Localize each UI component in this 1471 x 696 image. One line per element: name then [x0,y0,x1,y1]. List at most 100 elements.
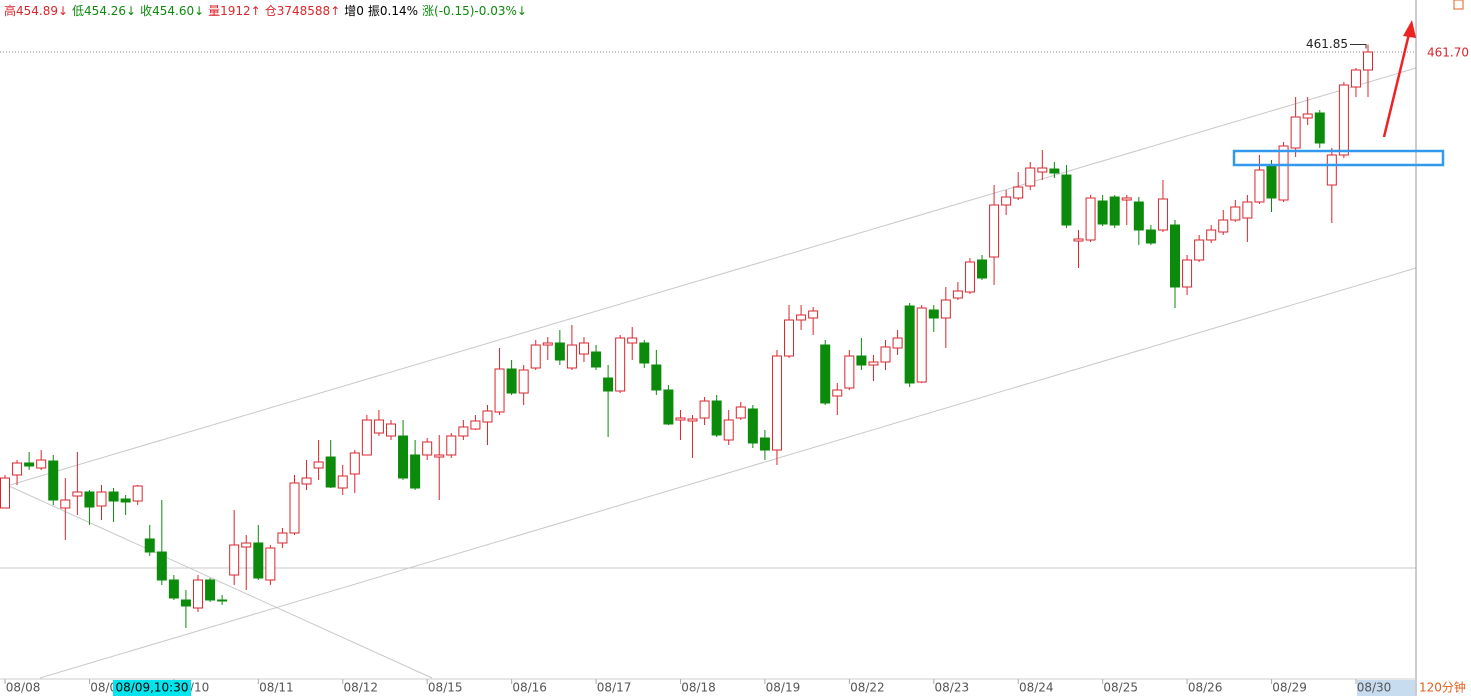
candle-body [144,538,155,553]
candle-body [1170,224,1181,288]
candle-body [832,389,843,397]
candle-body [1314,112,1325,144]
candle-body [1121,197,1132,201]
quote-field: 振0.14% [367,4,419,18]
candle-body [506,368,517,394]
cursor-label: 08/09,10:30 [116,681,189,695]
candle-body [1363,51,1373,71]
channel-lower-line [39,267,1417,679]
candle-body [337,475,348,489]
candle-body [1266,164,1277,199]
candle-body [108,491,119,502]
x-tick-label: 08/19 [766,681,801,695]
x-tick-label: 08/23 [935,681,970,695]
candle-body [361,419,372,456]
candle-body [916,307,927,383]
candle-body [1049,168,1060,174]
candle-body [542,342,553,346]
x-tick-label: 08/12 [343,681,378,695]
quote-field: 涨(-0.15)-0.03%↓ [422,4,527,18]
candle-body [808,310,819,319]
quote-field: 低454.26↓ [72,4,137,18]
x-tick-label: 08/30 [1357,681,1392,695]
candle-body [229,544,240,576]
candle-body [398,435,409,479]
quote-field: 增0 [344,4,364,18]
candle-body [241,542,252,548]
candle-body [1230,206,1241,221]
candle-body [72,491,83,497]
candle-body [771,355,782,451]
candle-body [1085,197,1096,241]
candle-body [964,261,975,293]
candle-body [96,491,107,507]
cursor-label-bg [113,680,191,696]
candle-body [904,305,915,384]
candle-body [1013,186,1024,199]
annotation-layer: 461.85 08/09,10:30 120分钟 [113,20,1466,696]
x-tick-label: 08/18 [681,681,716,695]
candle-body [639,342,650,364]
quote-field: 收454.60↓ [140,4,205,18]
candle-body [84,491,95,508]
candle-body [880,346,891,363]
candle-body [301,477,312,485]
candle-body [1206,229,1217,241]
candle-body [1194,239,1205,261]
candle-body [217,599,228,602]
candle-body [1290,116,1301,149]
candle-body [434,454,445,458]
candle-body [651,364,662,391]
x-tick-label: 08/11 [259,681,294,695]
x-tick-label: 08/15 [428,681,463,695]
candle-body [952,290,963,299]
quote-field: 高454.89↓ [4,4,69,18]
candle-body [1326,154,1337,186]
x-tick-label: 08/29 [1272,681,1307,695]
window-icon[interactable] [1453,0,1464,10]
candle-body [313,461,324,469]
high-marker-label: 461.85 [1306,37,1348,51]
candle-body [156,551,167,581]
candle-body [494,368,505,413]
candle-body [458,426,469,437]
candle-body [663,389,674,425]
candle-body [1182,259,1193,288]
candle-body [1302,113,1313,119]
candle-body [578,342,589,355]
candle-body [470,420,481,430]
candle-body [675,417,686,421]
candle-body [627,337,638,344]
candle-body [180,599,191,607]
candle-body [446,435,457,456]
candle-body [1338,84,1349,156]
candle-body [1061,174,1072,226]
candle-body [1025,167,1036,187]
candle-body [928,309,939,319]
candle-body [12,462,23,476]
channel-upper-line [0,67,1417,489]
candle-body [422,441,433,456]
candle-body [856,355,867,366]
candle-body [940,299,951,319]
candle-body [566,344,577,369]
candle-body [349,452,360,475]
x-tick-label: 08/26 [1188,681,1223,695]
candle-body [192,579,203,609]
candle-body [277,532,288,544]
candle-body [24,462,35,467]
x-tick-label: 08/24 [1019,681,1054,695]
candle-body [289,482,300,534]
candle-body [1278,145,1289,201]
candle-body [1350,69,1361,88]
candle-body [253,542,264,579]
candle-body [168,579,179,599]
candle-body [615,337,626,392]
candle-body [603,377,614,392]
candle-body [265,547,276,581]
candle-body [844,355,855,389]
x-tick-label: 08/22 [850,681,885,695]
